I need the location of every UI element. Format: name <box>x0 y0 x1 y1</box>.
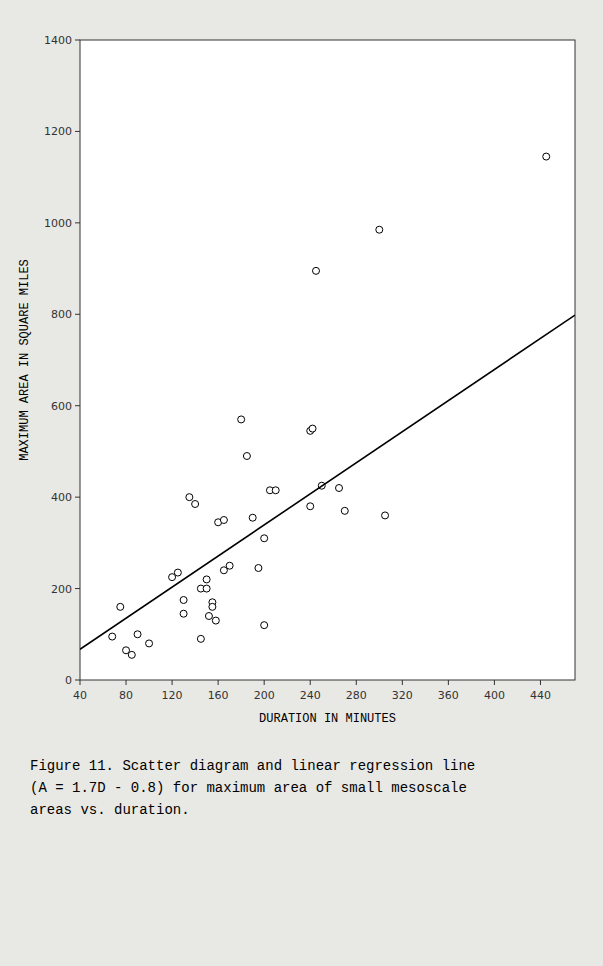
scatter-point <box>341 507 348 514</box>
scatter-point <box>146 640 153 647</box>
y-tick <box>75 131 80 132</box>
y-tick <box>75 405 80 406</box>
caption: Figure 11. Scatter diagram and linear re… <box>30 758 475 774</box>
scatter-point <box>212 617 219 624</box>
y-tick <box>75 314 80 315</box>
scatter-point <box>203 585 210 592</box>
scatter-point <box>261 535 268 542</box>
y-tick <box>75 588 80 589</box>
x-tick <box>494 680 495 685</box>
scatter-point <box>249 514 256 521</box>
axes: 40 80 120 160 200 240 280 320 360 400 440 0 200 400 60… <box>44 34 575 702</box>
x-tick <box>80 680 81 685</box>
x-tick-label: 80 <box>119 689 133 702</box>
x-tick <box>172 680 173 685</box>
x-tick-label: 240 <box>300 689 321 702</box>
y-tick <box>75 680 80 681</box>
y-tick <box>75 40 80 41</box>
scatter-point <box>117 603 124 610</box>
scatter-point <box>180 597 187 604</box>
x-tick <box>540 680 541 685</box>
y-tick-label: 1400 <box>44 34 72 47</box>
scatter-point <box>238 416 245 423</box>
y-tick-label: 800 <box>51 308 72 321</box>
y-tick <box>75 222 80 223</box>
x-tick-label: 160 <box>208 689 229 702</box>
scatter-point <box>205 613 212 620</box>
scatter-point <box>307 503 314 510</box>
regression-line <box>80 315 575 649</box>
x-tick-label: 320 <box>392 689 413 702</box>
scatter-point <box>197 635 204 642</box>
chart-root: 40 80 120 160 200 240 280 320 360 400 440 0 200 400 60… <box>0 0 603 966</box>
scatter-point <box>272 487 279 494</box>
scatter-point <box>128 651 135 658</box>
scatter-point <box>382 512 389 519</box>
y-tick-label: 1000 <box>44 217 72 230</box>
scatter-point <box>261 622 268 629</box>
x-tick-label: 200 <box>254 689 275 702</box>
scatter-point <box>336 485 343 492</box>
x-tick <box>402 680 403 685</box>
scatter-point <box>312 267 319 274</box>
x-tick-label: 40 <box>73 689 87 702</box>
x-tick <box>356 680 357 685</box>
caption: (A = 1.7D - 0.8) for maximum area of sma… <box>30 780 467 796</box>
scatter-point <box>226 562 233 569</box>
x-axis-label: DURATION IN MINUTES <box>259 712 396 726</box>
y-tick-label: 1200 <box>44 125 72 138</box>
plot-frame <box>80 40 575 680</box>
scatter-point <box>255 565 262 572</box>
data <box>80 153 575 658</box>
scatter-point <box>174 569 181 576</box>
x-tick-label: 120 <box>162 689 183 702</box>
y-tick-label: 0 <box>65 674 72 687</box>
scatter-point <box>309 425 316 432</box>
x-tick <box>264 680 265 685</box>
x-tick <box>126 680 127 685</box>
scatter-point <box>543 153 550 160</box>
x-tick-label: 360 <box>438 689 459 702</box>
y-tick-label: 400 <box>51 491 72 504</box>
caption: areas vs. duration. <box>30 802 190 818</box>
scatter-point <box>109 633 116 640</box>
y-tick-label: 600 <box>51 400 72 413</box>
scatter-point <box>192 501 199 508</box>
scatter-point <box>243 453 250 460</box>
x-tick <box>218 680 219 685</box>
scatter-point <box>209 603 216 610</box>
scatter-point <box>376 226 383 233</box>
y-axis-label: MAXIMUM AREA IN SQUARE MILES <box>18 259 32 461</box>
scatter-point <box>186 494 193 501</box>
y-tick-label: 200 <box>51 583 72 596</box>
x-tick-label: 280 <box>346 689 367 702</box>
scatter-point <box>134 631 141 638</box>
scatter-point <box>203 576 210 583</box>
x-tick-label: 440 <box>530 689 551 702</box>
x-tick <box>310 680 311 685</box>
x-tick <box>448 680 449 685</box>
y-tick <box>75 497 80 498</box>
scatter-point <box>220 517 227 524</box>
x-tick-label: 400 <box>484 689 505 702</box>
scatter-point <box>180 610 187 617</box>
plot-area <box>80 40 575 680</box>
